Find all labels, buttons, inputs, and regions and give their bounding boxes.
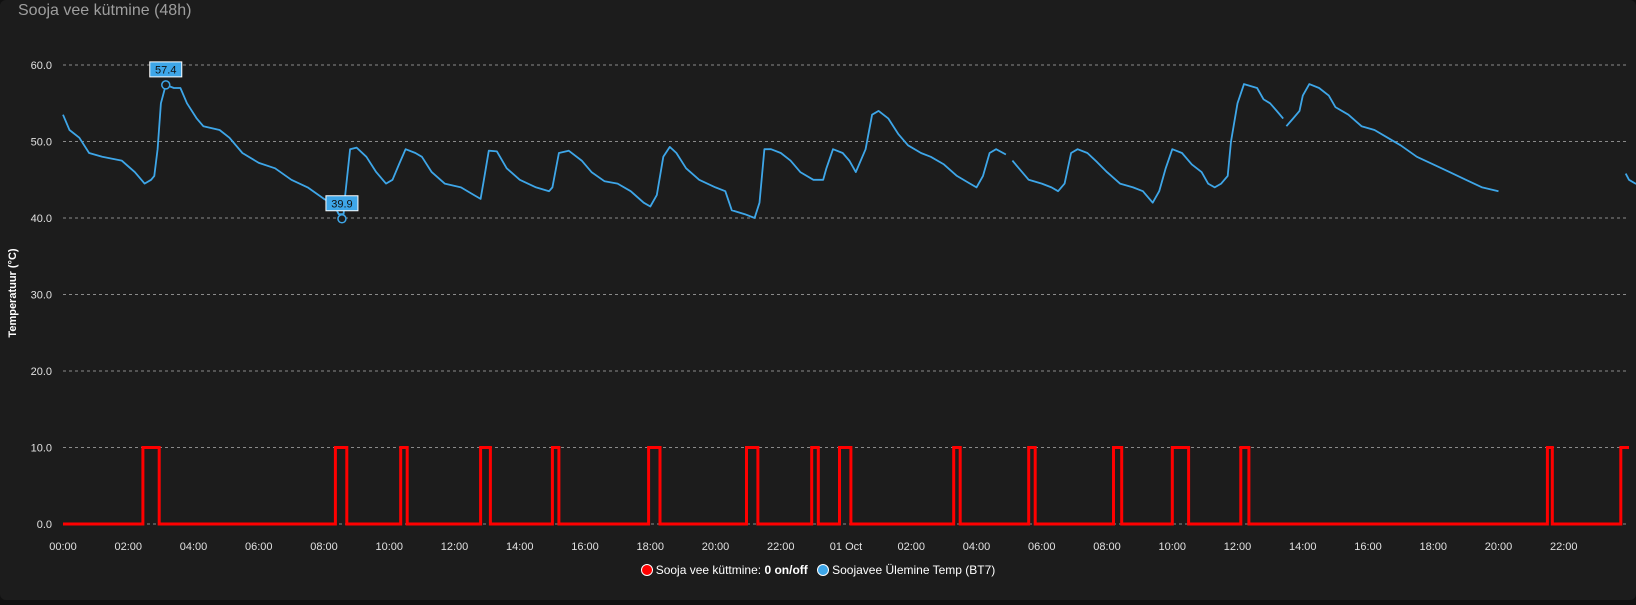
x-tick-label-10: 20:00	[702, 541, 730, 553]
legend-heating-value: 0 on/off	[764, 563, 808, 577]
x-tick-labels: 00:00 02:00 04:00 06:00 08:00 10:00 12:00 14:00…	[49, 541, 1577, 553]
x-tick-label-11: 22:00	[767, 541, 795, 553]
max-label: 57.4	[155, 64, 176, 76]
legend-dot-red	[640, 564, 653, 576]
min-label: 39.9	[331, 198, 352, 210]
x-tick-label-14: 04:00	[963, 541, 991, 553]
x-tick-label-5: 10:00	[375, 541, 403, 553]
legend-item-heating[interactable]: Sooja vee küttmine: 0 on/off	[640, 563, 808, 577]
card-title: Sooja vee kütmine (48h)	[18, 2, 192, 19]
series-bt7-line-segment-1	[1011, 83, 1284, 204]
series-bt7-line-segment-3	[1624, 173, 1636, 185]
legend-heating-label: Sooja vee küttmine	[655, 563, 758, 577]
legend-item-bt7[interactable]: Soojavee Ülemine Temp (BT7)	[817, 563, 995, 577]
series-layer	[62, 83, 1636, 526]
y-tick-label-5: 50.0	[31, 137, 52, 149]
y-axis-title: Temperatuur (°C)	[7, 248, 19, 337]
x-tick-label-15: 06:00	[1028, 541, 1056, 553]
min-marker	[337, 214, 347, 224]
annotation-layer: 57.4 39.9	[149, 61, 359, 224]
x-tick-label-4: 08:00	[310, 541, 338, 553]
max-label-box	[149, 61, 183, 78]
y-tick-label-4: 40.0	[31, 213, 52, 225]
series-bt7-line-segment-2	[1285, 83, 1499, 193]
legend-bt7-label: Soojavee Ülemine Temp (BT7)	[832, 563, 996, 577]
y-tick-labels: 0.0 10.0 20.0 30.0 40.0 50.0 60.0	[31, 60, 52, 531]
series-bt7-line-segment-0	[62, 84, 1007, 219]
x-tick-label-16: 08:00	[1093, 541, 1121, 553]
y-tick-label-6: 60.0	[31, 60, 52, 72]
x-tick-label-6: 12:00	[441, 541, 469, 553]
x-tick-label-18: 12:00	[1224, 541, 1252, 553]
y-tick-label-2: 20.0	[31, 366, 52, 378]
x-tick-label-3: 06:00	[245, 541, 273, 553]
x-tick-label-22: 20:00	[1485, 541, 1513, 553]
x-tick-label-12: 01 Oct	[830, 541, 862, 553]
x-tick-label-7: 14:00	[506, 541, 534, 553]
x-tick-label-1: 02:00	[114, 541, 142, 553]
x-tick-label-13: 02:00	[897, 541, 925, 553]
y-tick-label-1: 10.0	[31, 443, 52, 455]
x-tick-label-9: 18:00	[636, 541, 664, 553]
y-tick-label-0: 0.0	[37, 519, 52, 531]
x-tick-label-23: 22:00	[1550, 541, 1578, 553]
series-heating-line	[63, 446, 1629, 526]
x-tick-label-17: 10:00	[1158, 541, 1186, 553]
x-tick-label-0: 00:00	[49, 541, 77, 553]
x-tick-label-20: 16:00	[1354, 541, 1382, 553]
temperature-chart[interactable]: 0.0 10.0 20.0 30.0 40.0 50.0 60.0 00:00 02:00 04…	[0, 0, 1636, 560]
legend: Sooja vee küttmine: 0 on/off Soojavee Ül…	[0, 563, 1636, 579]
min-label-box	[325, 195, 359, 212]
grid-layer	[63, 64, 1629, 525]
y-tick-label-3: 30.0	[31, 290, 52, 302]
max-marker	[161, 80, 171, 90]
x-tick-label-2: 04:00	[180, 541, 208, 553]
x-tick-label-21: 18:00	[1419, 541, 1447, 553]
x-tick-label-8: 16:00	[571, 541, 599, 553]
x-tick-label-19: 14:00	[1289, 541, 1317, 553]
legend-dot-blue	[817, 564, 830, 576]
